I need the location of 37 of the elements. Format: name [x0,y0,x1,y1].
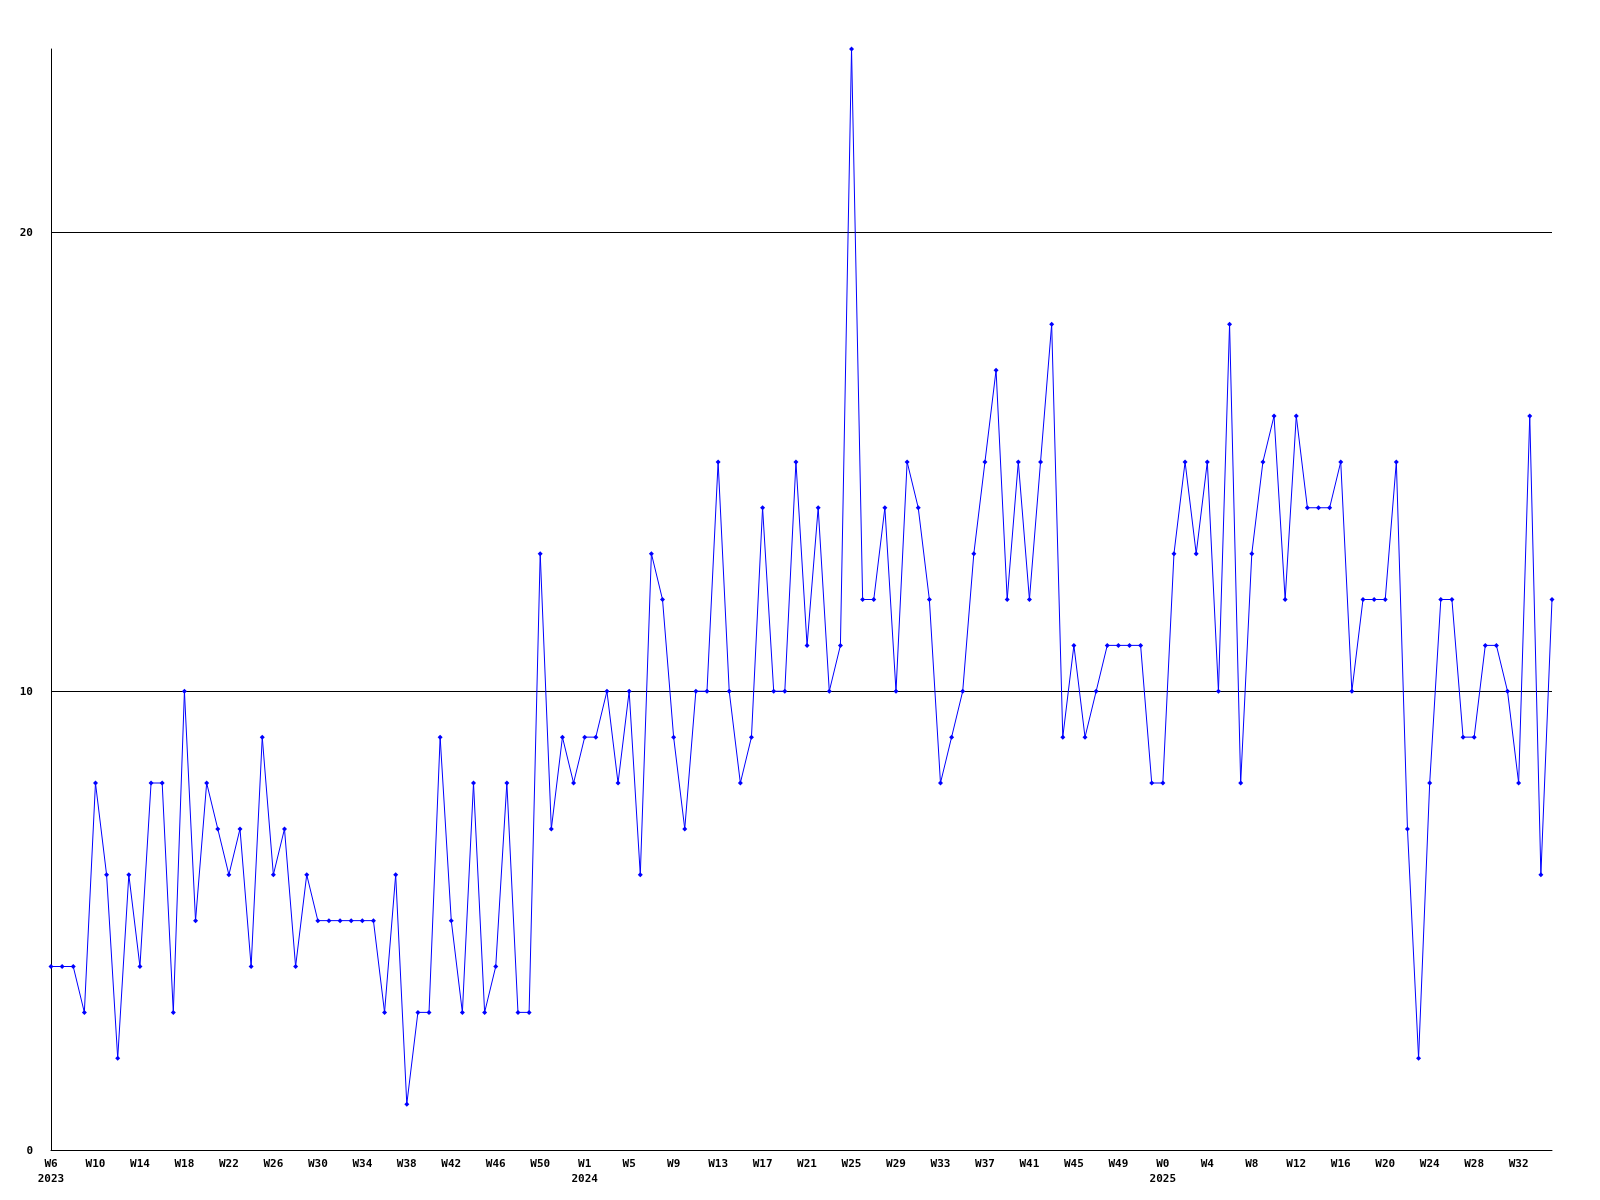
x-tick-label: W46 [485,1157,507,1170]
x-tick-label: W14 [130,1157,151,1170]
x-tick-label: W6 2023 [37,1157,65,1185]
x-tick-label: W50 [530,1157,551,1170]
y-tick-label: 20 [19,226,33,239]
x-tick-label: W9 [667,1157,681,1170]
x-tick-label: W37 [975,1157,995,1170]
x-tick-label: W5 [622,1157,636,1170]
x-tick-label: W30 [307,1157,328,1170]
x-tick-label: W12 [1286,1157,1307,1170]
x-tick-label: W1 2024 [571,1157,599,1185]
x-tick-label: W22 [218,1157,239,1170]
x-tick-label: W21 [797,1157,818,1170]
x-tick-label: W28 [1464,1157,1485,1170]
x-tick-label: W41 [1019,1157,1040,1170]
x-tick-label: W18 [174,1157,195,1170]
x-tick-label: W42 [441,1157,462,1170]
x-tick-label: W4 [1200,1157,1215,1170]
x-tick-label: W8 [1245,1157,1259,1170]
x-tick-label: W17 [752,1157,773,1170]
x-tick-label: W16 [1330,1157,1352,1170]
y-tick-label: 0 [26,1143,33,1157]
x-tick-label: W32 [1508,1157,1529,1170]
x-tick-label: W26 [263,1157,284,1170]
x-tick-label: W33 [930,1157,951,1170]
x-tick-label: W0 2025 [1149,1157,1177,1185]
x-tick-label: W38 [396,1157,417,1170]
x-tick-label: W13 [708,1157,729,1170]
x-tick-label: W25 [841,1157,862,1170]
y-tick-label: 10 [19,684,33,698]
x-tick-label: W20 [1375,1157,1396,1170]
x-tick-label: W10 [85,1157,106,1170]
x-tick-label: W49 [1108,1157,1129,1170]
x-tick-label: W45 [1063,1157,1084,1170]
x-tick-label: W24 [1419,1157,1440,1170]
x-tick-label: W29 [886,1157,906,1170]
x-tick-label: W34 [352,1157,373,1170]
